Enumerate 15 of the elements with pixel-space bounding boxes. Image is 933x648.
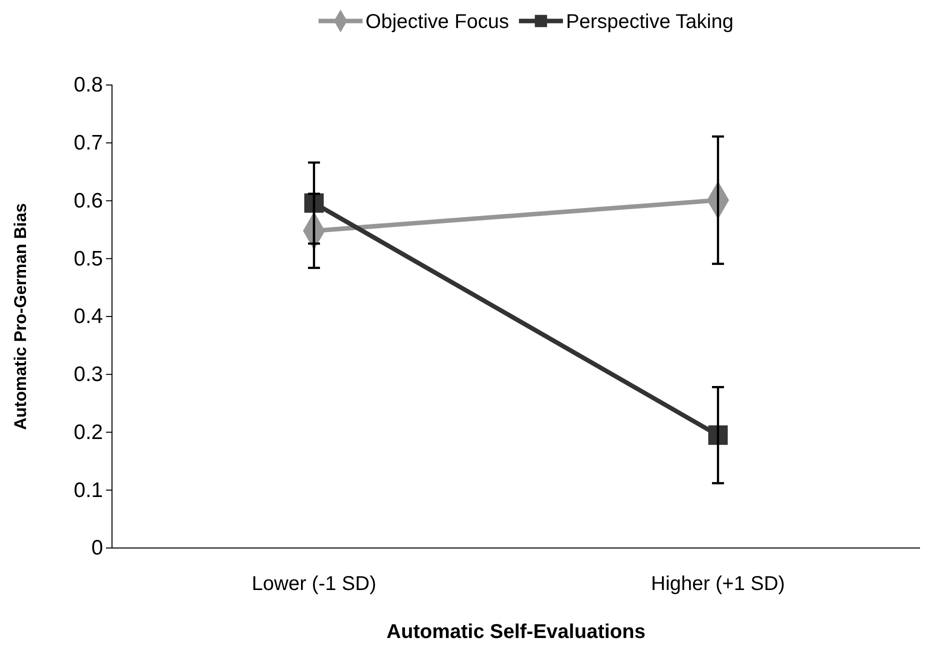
legend-label: Perspective Taking <box>566 11 734 33</box>
y-tick-label: 0.6 <box>74 189 103 212</box>
y-tick-label: 0.8 <box>74 74 103 97</box>
y-tick-label: 0.2 <box>74 420 103 444</box>
y-tick-label: 0 <box>91 536 103 560</box>
x-axis-title: Automatic Self-Evaluations <box>386 621 646 643</box>
x-tick-label: Lower (-1 SD) <box>252 573 376 596</box>
legend-label: Objective Focus <box>366 11 509 33</box>
y-tick-label: 0.5 <box>74 247 103 270</box>
y-axis-title: Automatic Pro-German Bias <box>11 203 30 430</box>
y-tick-label: 0.1 <box>74 478 103 502</box>
y-tick-label: 0.4 <box>74 305 104 328</box>
x-tick-label: Higher (+1 SD) <box>651 573 785 596</box>
y-tick-label: 0.7 <box>74 132 103 155</box>
y-tick-label: 0.3 <box>74 363 103 386</box>
